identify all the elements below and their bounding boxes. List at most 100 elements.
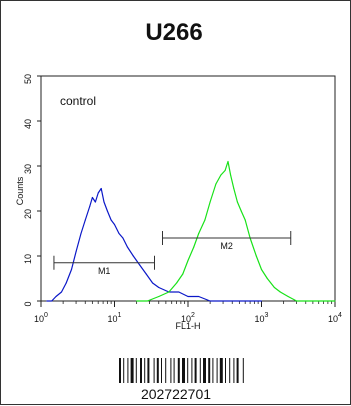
barcode-bar <box>216 358 218 383</box>
x-tick-label-0: 100 <box>34 312 48 324</box>
histogram-point-1-21 <box>255 255 257 257</box>
barcode-bar <box>170 358 172 383</box>
plot-area: 0 10 20 30 40 50 100 101 102 103 104 M1 M2 <box>23 74 342 324</box>
histogram-point-0-10 <box>91 196 93 199</box>
histogram-point-1-8 <box>198 232 200 235</box>
barcode-bar <box>177 358 180 383</box>
histogram-point-1-13 <box>224 169 226 172</box>
barcode-bar <box>208 358 211 383</box>
barcode-number: 202722701 <box>141 386 211 402</box>
barcode-bar <box>161 358 162 383</box>
histogram-point-0-3 <box>60 291 63 293</box>
histogram-point-0-22 <box>139 264 141 266</box>
x-tick-label-1: 101 <box>108 312 122 324</box>
histogram-point-1-0 <box>136 300 138 302</box>
histogram-point-1-25 <box>279 291 281 293</box>
histogram-point-0-20 <box>126 246 128 248</box>
barcode-bar <box>165 358 167 383</box>
barcode-bar <box>199 358 201 383</box>
x-axis-label: FL1-H <box>175 321 200 331</box>
y-tick-label-4: 40 <box>23 119 33 129</box>
barcode-bar <box>187 358 189 383</box>
y-axis-ticks: 0 10 20 30 40 50 <box>23 74 41 307</box>
histogram-point-0-31 <box>222 300 224 302</box>
region-markers: M1 M2 <box>53 231 292 276</box>
y-axis-label: Counts <box>15 176 25 205</box>
histogram-point-0-18 <box>118 232 120 235</box>
histogram-point-0-21 <box>132 255 134 257</box>
histogram-point-0-0 <box>46 300 48 302</box>
chart-title: U266 <box>145 19 202 46</box>
histogram-point-1-2 <box>158 295 160 298</box>
histogram-point-1-24 <box>273 286 275 289</box>
histogram-point-0-29 <box>198 295 200 298</box>
marker-m1-label: M1 <box>98 266 111 276</box>
histogram-point-1-17 <box>236 201 238 203</box>
histogram-point-0-12 <box>97 192 99 194</box>
barcode-bar <box>242 358 244 383</box>
histogram-series-0 <box>46 187 262 302</box>
histogram-point-0-6 <box>75 250 77 253</box>
histogram-point-1-22 <box>260 268 263 271</box>
histogram-point-1-3 <box>168 291 170 293</box>
histogram-point-0-23 <box>145 273 147 275</box>
histogram-point-1-11 <box>215 183 217 185</box>
histogram-point-1-10 <box>209 201 211 203</box>
barcode-bar <box>194 358 197 383</box>
y-tick-label-3: 30 <box>23 164 33 174</box>
histogram-point-1-29 <box>334 300 336 302</box>
barcode-bar <box>140 358 142 383</box>
histogram-point-0-16 <box>110 219 112 221</box>
barcode-bar <box>153 358 155 383</box>
y-tick-label-1: 10 <box>23 254 33 264</box>
histogram-point-0-28 <box>187 295 189 298</box>
barcode-bar <box>219 358 223 383</box>
histogram-point-0-30 <box>209 300 211 302</box>
barcode-bar <box>119 358 121 383</box>
histogram-point-0-24 <box>152 282 154 284</box>
barcode-bar <box>203 358 206 383</box>
barcode-bar <box>173 358 175 383</box>
histogram-point-1-7 <box>193 246 195 248</box>
histogram-point-0-9 <box>89 205 91 208</box>
histogram-point-0-8 <box>84 219 86 221</box>
histogram-point-0-14 <box>103 201 105 203</box>
histogram-point-1-9 <box>204 219 206 221</box>
histogram-point-0-15 <box>106 210 108 212</box>
histogram-point-0-19 <box>122 237 124 239</box>
barcode-bar <box>229 358 231 383</box>
histogram-point-1-6 <box>187 259 189 262</box>
histogram-point-1-18 <box>240 210 242 212</box>
histogram-point-0-4 <box>65 282 67 284</box>
histogram-point-0-5 <box>70 268 73 271</box>
x-tick-label-2: 102 <box>181 312 195 324</box>
marker-m2-label: M2 <box>220 241 233 251</box>
histogram-point-0-1 <box>51 300 53 302</box>
histogram-point-1-5 <box>182 273 184 275</box>
histogram-point-1-28 <box>312 300 314 302</box>
histogram-point-0-13 <box>100 187 102 190</box>
histogram-point-0-17 <box>113 223 116 226</box>
barcode-bar <box>236 358 239 383</box>
histogram-point-1-4 <box>176 282 178 284</box>
x-tick-label-3: 103 <box>255 312 269 324</box>
histogram-point-0-32 <box>244 300 246 302</box>
histogram-point-1-19 <box>244 219 246 221</box>
histogram-point-0-2 <box>55 295 57 298</box>
histogram-series-1 <box>136 160 335 302</box>
histogram-series <box>46 160 336 302</box>
barcode <box>119 358 244 383</box>
barcode-bar <box>182 358 185 383</box>
plot-frame <box>40 75 336 302</box>
barcode-bar <box>130 358 134 383</box>
barcode-bar <box>225 358 226 383</box>
histogram-point-0-7 <box>80 232 82 235</box>
histogram-point-0-25 <box>158 286 160 289</box>
barcode-bar <box>212 358 214 383</box>
histogram-point-0-11 <box>94 201 96 203</box>
barcode-bar <box>144 358 146 383</box>
barcode-bar <box>127 358 129 383</box>
y-tick-label-0: 0 <box>23 301 33 306</box>
